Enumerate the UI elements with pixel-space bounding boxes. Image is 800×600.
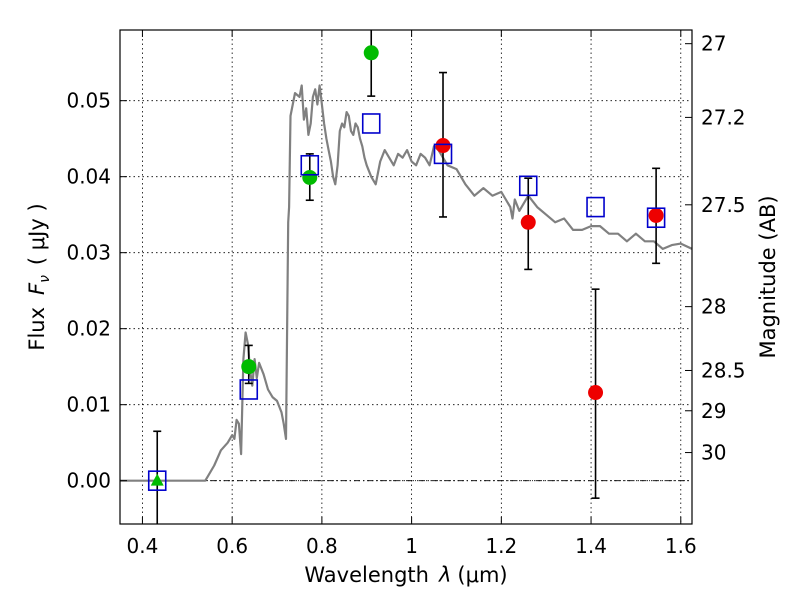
y2-tick-label: 27.5 — [701, 193, 746, 217]
y-axis-label: Flux Fν ( μJy ) — [25, 203, 53, 350]
y2-tick-label: 27.2 — [701, 105, 746, 129]
model-square-marker — [361, 113, 381, 134]
y-tick-label: 0.02 — [66, 317, 111, 341]
model-square-marker — [646, 207, 666, 229]
y-tick-label: 0.01 — [66, 393, 111, 417]
model-squares — [147, 113, 666, 491]
x-tick-label: 0.4 — [127, 534, 159, 558]
y-tick-label: 0.04 — [66, 165, 111, 189]
model-spectrum-line — [120, 84, 692, 482]
y-axis-unit: ( μJy ) — [25, 203, 49, 265]
y-tick-label: 0.03 — [66, 241, 111, 265]
model-square-marker — [586, 196, 605, 218]
error-bars — [153, 30, 661, 524]
y-tick-label: 0.00 — [66, 469, 111, 493]
model-square-marker — [239, 379, 259, 400]
x-tick-label: 1.6 — [665, 534, 697, 558]
y2-tick-label: 30 — [701, 441, 726, 465]
axis-ticks: 0.4 0.6 0.8 1 1.2 1.4 1.6 0.00 0.01 0.02 0.03 0.04 0… — [66, 30, 746, 558]
x-axis-unit: (μm) — [457, 563, 507, 587]
grid — [120, 30, 692, 524]
red-circle-marker — [520, 214, 536, 230]
triangle-marker — [150, 473, 164, 486]
red-circle-marker — [588, 385, 604, 401]
x-tick-label: 1 — [405, 534, 418, 558]
model-square-marker — [433, 143, 453, 165]
y2-tick-label: 28.5 — [701, 358, 746, 382]
x-tick-label: 1.2 — [485, 534, 517, 558]
green-circle-marker — [241, 359, 257, 375]
data-points — [150, 45, 664, 486]
y-axis-symbol: F — [25, 282, 49, 295]
y-axis-label-text: Flux — [25, 307, 49, 351]
x-tick-label: 1.4 — [575, 534, 607, 558]
model-spectrum — [120, 84, 692, 482]
plot-frame — [119, 29, 693, 525]
model-square-marker — [147, 470, 167, 491]
model-square-marker — [300, 154, 320, 176]
x-tick-label: 0.8 — [306, 534, 338, 558]
y2-tick-label: 28 — [701, 295, 726, 319]
x-axis-label: Wavelength λ (μm) — [304, 563, 507, 587]
x-axis-symbol: λ — [438, 563, 451, 587]
y2-axis-label: Magnitude (AB) — [756, 195, 780, 358]
model-square-marker — [518, 175, 538, 197]
red-circle-marker — [648, 207, 664, 223]
x-axis-label-text: Wavelength — [304, 563, 429, 587]
y2-tick-label: 27 — [701, 32, 726, 56]
green-circle-marker — [363, 45, 379, 61]
green-circle-marker — [302, 169, 318, 185]
red-circle-marker — [435, 138, 451, 154]
y-tick-label: 0.05 — [66, 89, 111, 113]
x-tick-label: 0.6 — [216, 534, 248, 558]
y-axis-symbol-sub: ν — [37, 275, 53, 283]
y2-tick-label: 29 — [701, 399, 726, 423]
